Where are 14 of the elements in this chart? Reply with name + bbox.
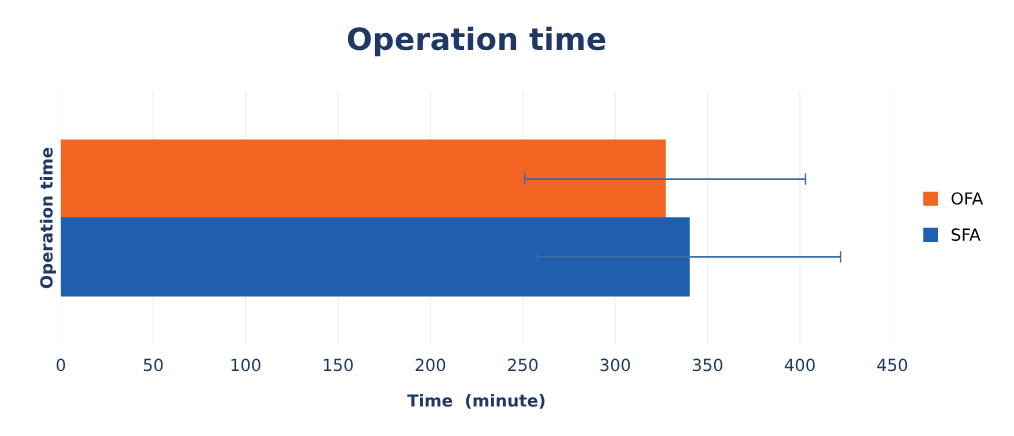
x-tick-label: 250 xyxy=(508,358,538,372)
chart-title: Operation time xyxy=(347,26,606,57)
x-axis-title: Time (minute) xyxy=(407,393,545,409)
x-tick-label: 200 xyxy=(415,358,446,372)
legend-label: OFA xyxy=(951,192,984,205)
legend-label: SFA xyxy=(951,228,981,241)
x-tick-label: 300 xyxy=(600,358,630,372)
x-tick-label: 350 xyxy=(692,358,723,372)
x-tick-label: 100 xyxy=(231,358,261,372)
x-tick-label: 0 xyxy=(56,358,66,372)
x-tick-label: 450 xyxy=(877,358,908,372)
x-tick-label: 50 xyxy=(143,358,163,372)
x-tick-label: 150 xyxy=(323,358,353,372)
x-tick-label: 400 xyxy=(784,358,815,372)
